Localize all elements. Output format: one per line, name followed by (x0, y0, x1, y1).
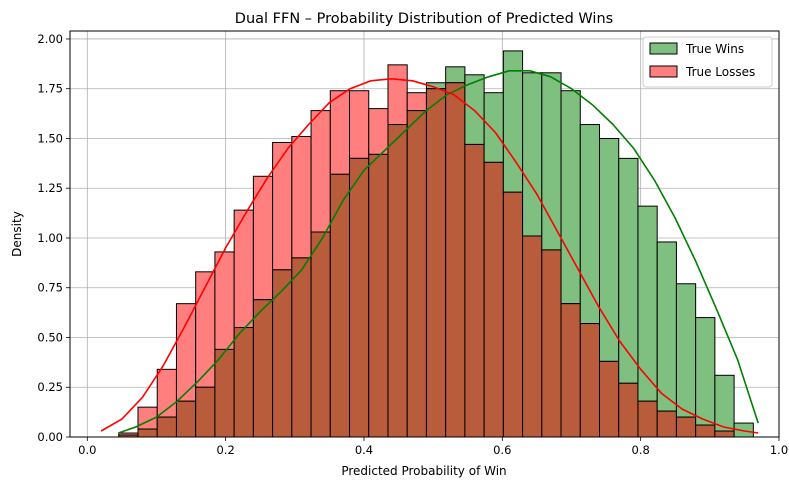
bar-true-losses (349, 90, 370, 159)
bar-overlap (637, 400, 658, 438)
plot-area-frame (69, 30, 780, 438)
y-axis-ticks: 0.00 0.25 0.50 0.75 1.00 1.25 1.50 1.75 2.00 (37, 32, 70, 444)
bar-true-wins (483, 92, 504, 163)
bar-overlap (252, 299, 274, 438)
bar-overlap (579, 323, 601, 438)
bar-overlap (618, 382, 639, 438)
bar-overlap (656, 410, 677, 438)
bar-overlap (156, 416, 177, 438)
bar-overlap (233, 327, 254, 438)
bar-true-wins (695, 317, 716, 426)
kde-line-true-losses (100, 78, 759, 434)
y-tick-label: 0.75 (37, 281, 63, 295)
y-tick-label: 2.00 (37, 32, 63, 46)
y-tick-label: 0.00 (37, 430, 63, 444)
bar-overlap (522, 235, 543, 438)
bar-true-wins (675, 283, 697, 418)
bar-overlap (675, 416, 697, 438)
x-tick-label: 0.6 (493, 443, 511, 457)
bar-overlap (349, 157, 370, 438)
y-tick-label: 1.50 (37, 131, 63, 145)
legend-label-true-wins: True Wins (685, 42, 744, 56)
bar-true-wins (618, 157, 639, 384)
bar-overlap (425, 88, 447, 438)
bar-true-losses (329, 90, 351, 175)
bar-overlap (541, 249, 562, 438)
x-tick-label: 0.2 (216, 443, 234, 457)
kde-line-true-wins (118, 70, 759, 434)
bar-true-wins (579, 124, 601, 325)
bar-true-losses (406, 92, 427, 112)
y-axis-label: Density (10, 211, 24, 257)
legend-label-true-losses: True Losses (685, 65, 755, 79)
bar-overlap (329, 173, 351, 438)
bar-true-losses (291, 135, 312, 259)
bar-overlap (714, 430, 735, 438)
bar-overlap (483, 161, 504, 438)
bar-true-losses (214, 251, 235, 350)
y-tick-label: 0.50 (37, 330, 63, 344)
bar-overlap (291, 257, 312, 438)
bar-true-losses (195, 271, 216, 388)
bar-overlap (137, 428, 158, 438)
bar-overlap (310, 231, 331, 438)
bar-true-losses (310, 110, 331, 233)
bar-overlap (175, 400, 197, 438)
bar-overlap (368, 153, 389, 438)
y-tick-label: 1.25 (37, 181, 63, 195)
chart-title: Dual FFN – Probability Distribution of P… (235, 11, 613, 27)
bar-true-wins (445, 66, 466, 84)
x-axis-label: Predicted Probability of Win (341, 464, 506, 478)
bar-true-wins (560, 90, 581, 305)
y-tick-label: 0.25 (37, 380, 63, 394)
legend-swatch-true-losses (649, 65, 678, 78)
bar-overlap (195, 386, 216, 438)
bar-true-wins (541, 72, 562, 251)
bar-overlap (445, 82, 466, 438)
legend: True Wins True Losses (642, 36, 773, 88)
bar-overlap (406, 110, 427, 438)
bar-true-wins (656, 241, 677, 412)
y-tick-label: 1.00 (37, 231, 63, 245)
bar-overlap (214, 348, 235, 438)
bar-overlap (695, 424, 716, 438)
x-tick-label: 0.4 (355, 443, 373, 457)
legend-swatch-true-wins (649, 42, 678, 55)
bar-true-wins (522, 72, 543, 237)
kde-curves (100, 70, 759, 434)
bar-overlap (599, 360, 620, 438)
bar-overlap (387, 124, 408, 438)
bar-overlap (464, 143, 485, 438)
bar-overlap (560, 303, 581, 438)
bar-true-wins (599, 137, 620, 362)
bar-true-losses (387, 64, 408, 126)
x-axis-ticks: 0.0 0.2 0.4 0.6 0.8 1.0 (78, 437, 788, 457)
bar-true-losses (368, 108, 389, 155)
x-tick-label: 0.0 (78, 443, 96, 457)
histogram-bars (118, 50, 754, 438)
x-tick-label: 0.8 (632, 443, 650, 457)
bar-true-wins (637, 205, 658, 402)
y-tick-label: 1.75 (37, 82, 63, 96)
bar-overlap (272, 269, 293, 438)
bar-true-wins (714, 374, 735, 432)
bar-overlap (502, 191, 524, 438)
x-tick-label: 1.0 (770, 443, 788, 457)
bar-true-losses (272, 141, 293, 271)
